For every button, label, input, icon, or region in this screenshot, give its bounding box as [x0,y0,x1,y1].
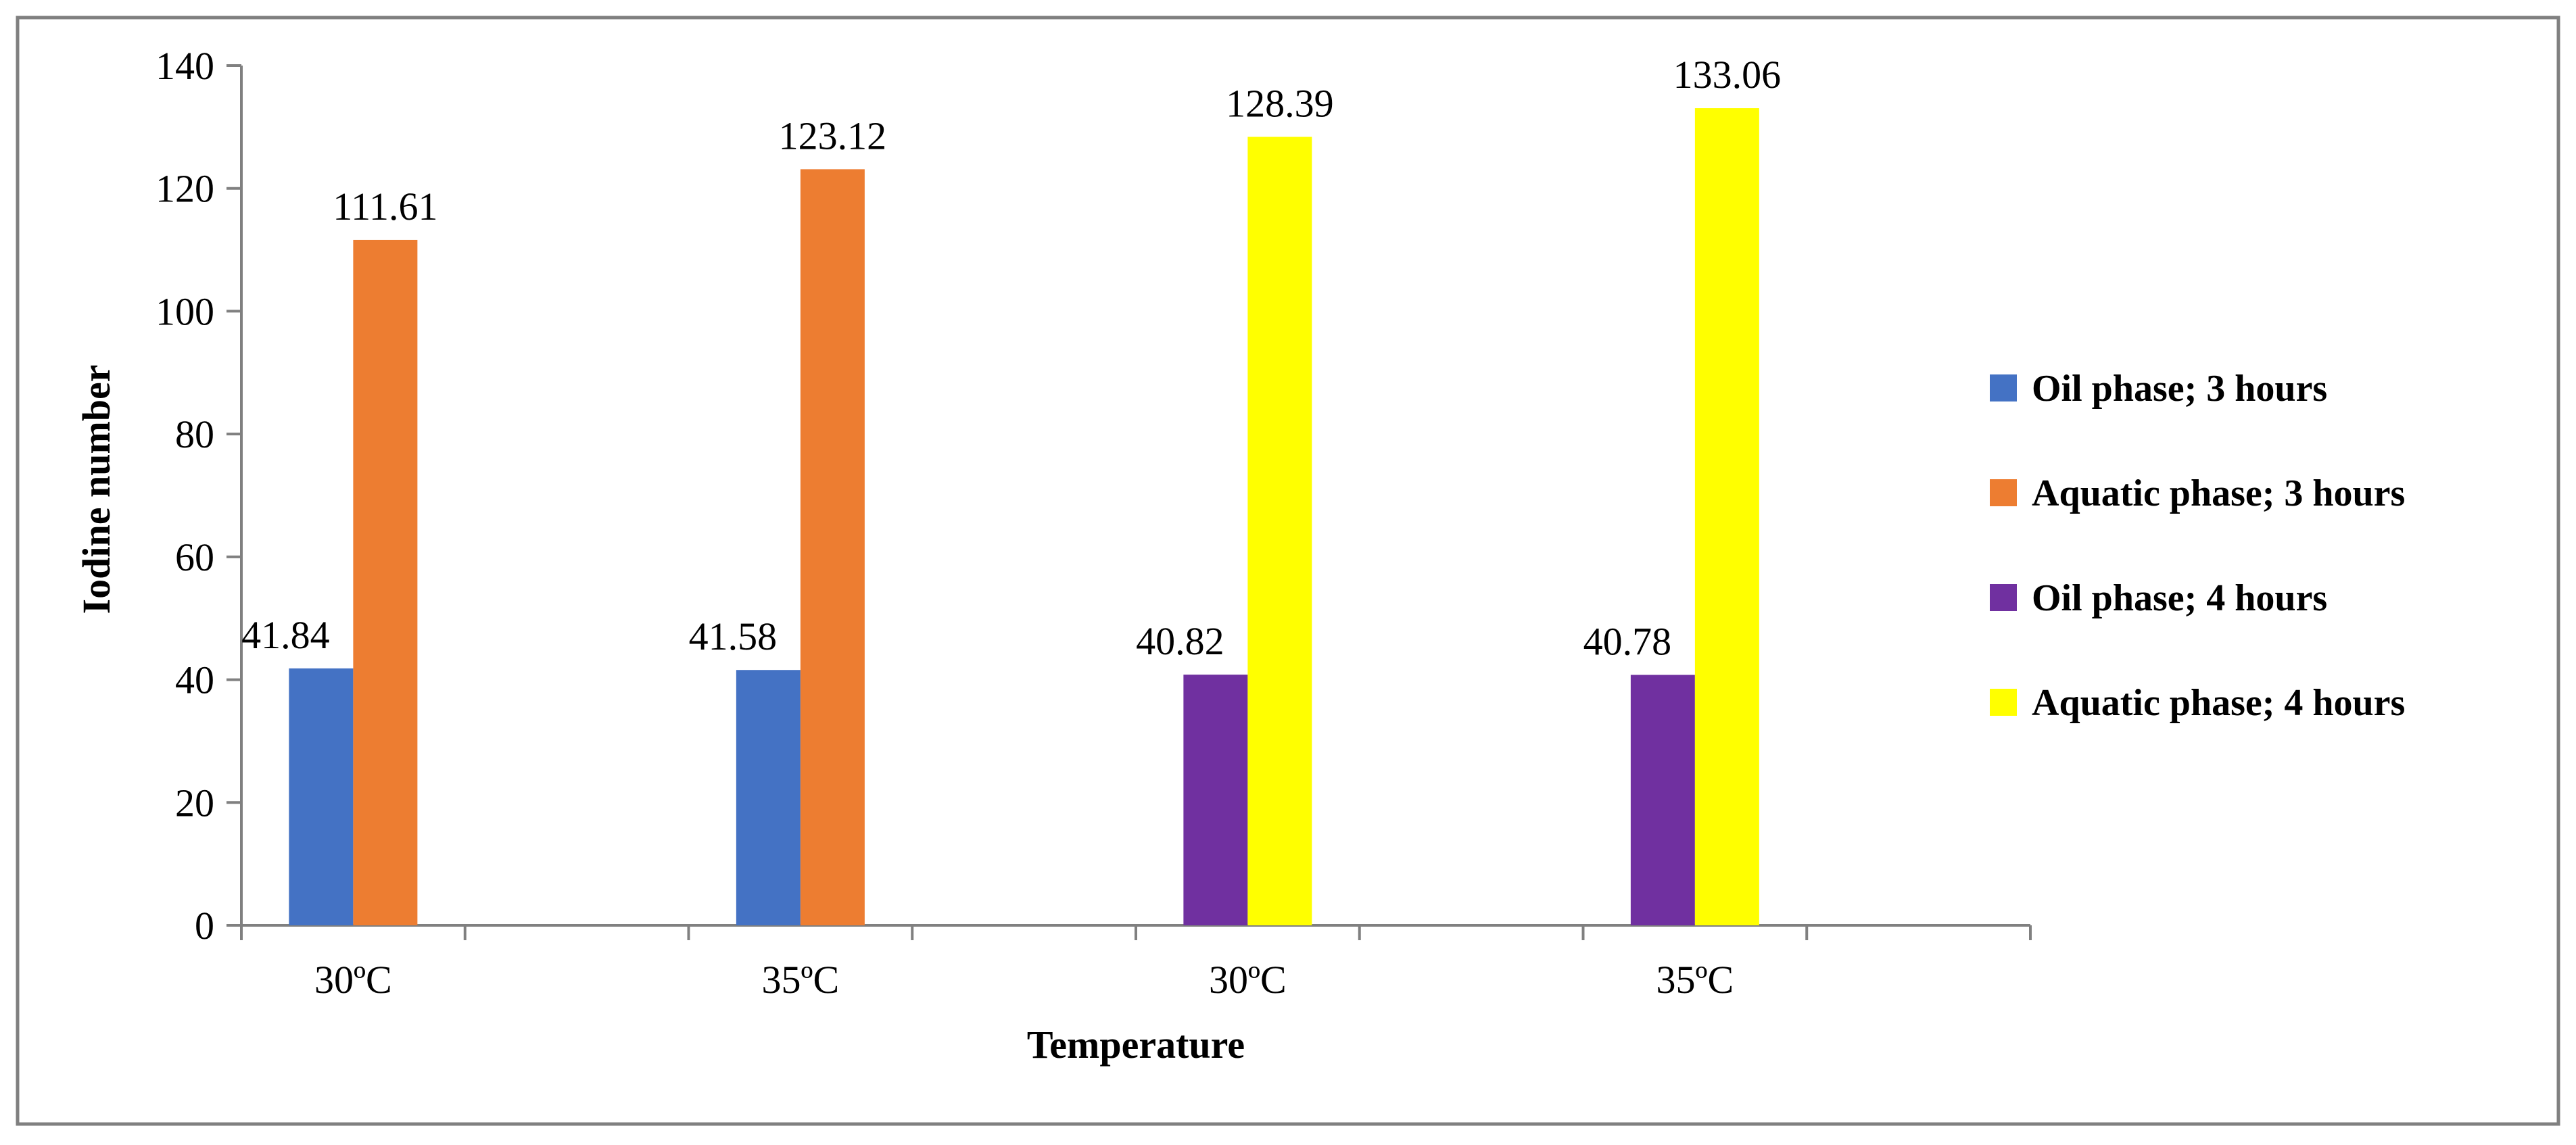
data-label: 40.82 [1136,619,1224,663]
legend-swatch [1990,374,2017,401]
legend-label: Aquatic phase; 3 hours [2032,472,2405,514]
data-label: 40.78 [1583,619,1672,663]
legend-swatch [1990,689,2017,716]
bar-oil-phase-4-hours-4 [1630,675,1695,925]
y-tick-label: 20 [175,781,214,825]
y-tick-label: 0 [195,904,214,948]
bar-aquatic-phase-3-hours-1 [353,239,418,925]
y-axis-title: Iodine number [74,364,118,614]
data-label: 111.61 [333,185,437,228]
x-category-label: 35ºC [1656,958,1734,1002]
data-label: 41.58 [689,614,778,658]
bar-aquatic-phase-4-hours-4 [1694,108,1759,926]
y-tick-label: 40 [175,658,214,702]
x-category-label: 30ºC [314,958,392,1002]
y-tick-label: 140 [156,44,214,88]
legend-label: Aquatic phase; 4 hours [2032,682,2405,724]
data-label: 41.84 [241,613,330,657]
legend-swatch [1990,584,2017,611]
data-label: 123.12 [779,114,887,157]
bar-oil-phase-3-hours-2 [736,670,801,925]
data-label: 128.39 [1226,81,1334,125]
bar-aquatic-phase-4-hours-3 [1247,137,1312,926]
bar-aquatic-phase-3-hours-2 [800,169,865,926]
y-tick-label: 80 [175,412,214,456]
legend-label: Oil phase; 4 hours [2032,577,2327,619]
data-label: 133.06 [1673,53,1782,97]
x-category-label: 35ºC [762,958,840,1002]
x-category-label: 30ºC [1209,958,1287,1002]
legend-label: Oil phase; 3 hours [2032,368,2327,410]
y-tick-label: 60 [175,535,214,579]
bar-oil-phase-3-hours-1 [289,668,354,925]
x-axis-title: Temperature [1027,1023,1245,1067]
bar-oil-phase-4-hours-3 [1183,675,1248,925]
y-tick-label: 120 [156,167,214,211]
legend-swatch [1990,479,2017,506]
y-tick-label: 100 [156,289,214,333]
